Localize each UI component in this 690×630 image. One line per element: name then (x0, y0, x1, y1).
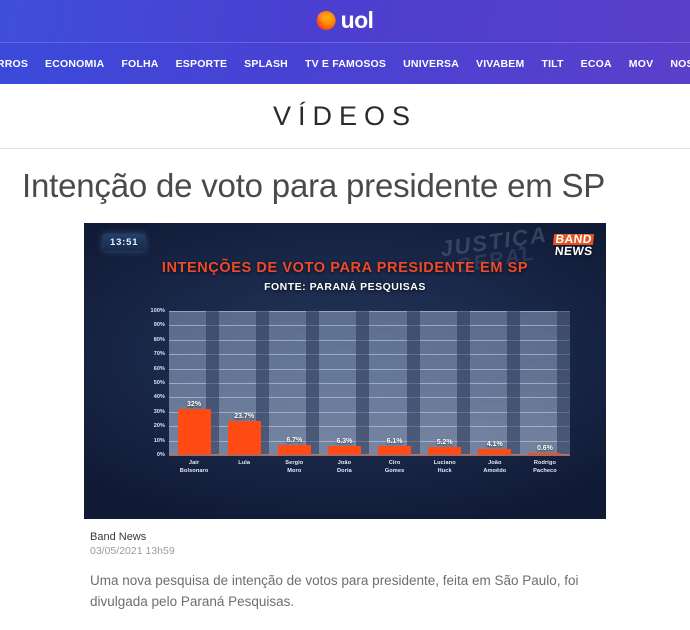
chart-bar-value-label: 0.6% (536, 445, 553, 453)
bandnews-logo-news: NEWS (553, 244, 594, 259)
chart-gridline (169, 368, 570, 370)
chart-bar-value-label: 6.1% (386, 438, 403, 446)
chart-x-label: Sergio Moro (285, 459, 304, 475)
chart-bar-slot: 32% (169, 311, 219, 455)
chart-y-tick: 10% (153, 437, 165, 444)
chart-bar-slot: 6.3% (319, 311, 369, 455)
chart-y-tick: 80% (153, 336, 165, 343)
site-header: uol (0, 0, 690, 42)
chart-y-tick: 30% (153, 408, 165, 415)
chart-column-band (256, 310, 270, 454)
chart-column-band (556, 310, 570, 454)
chart-bar-value-label: 6.3% (336, 437, 353, 445)
chart-column-band (506, 310, 520, 454)
chart-gridline (169, 411, 570, 413)
bandnews-logo: BAND NEWS (551, 231, 595, 259)
nav-item-esporte[interactable]: ESPORTE (175, 57, 228, 70)
caption-description: Uma nova pesquisa de intenção de votos p… (90, 572, 579, 609)
chart-y-axis: 0% 10% 20% 30% 40% 50% 60% 70% 80% 90% 100% (142, 307, 168, 458)
uol-circle-icon (316, 11, 336, 30)
nav-item-tilt[interactable]: TILT (541, 57, 564, 70)
chart-bar: 6.3% (327, 438, 361, 455)
chart-y-tick: 100% (150, 307, 165, 314)
chart-gridline (169, 325, 570, 327)
chart-gridline (169, 454, 570, 456)
chart-column-band (456, 310, 470, 454)
chart-y-tick: 70% (153, 351, 165, 358)
chart-bar-slot: 23.7% (219, 311, 269, 455)
chart-column-band (356, 310, 370, 454)
chart-gridline (169, 382, 570, 384)
chart-gridline (169, 310, 570, 312)
chart-bar: 23.7% (227, 413, 261, 455)
main-navigation: CARROS ECONOMIA FOLHA ESPORTE SPLASH TV … (0, 42, 690, 84)
chart-bar: 4.1% (478, 441, 512, 455)
chart-title: INTENÇÕES DE VOTO PARA PRESIDENTE EM SP (161, 259, 529, 276)
chart-y-tick: 0% (156, 451, 165, 458)
caption-source: Band News (90, 530, 147, 543)
chart-x-label: João Amoêdo (483, 459, 507, 475)
video-caption: Band News 03/05/2021 13h59 Uma nova pesq… (22, 519, 668, 613)
section-title: VÍDEOS (272, 100, 418, 131)
chart-bars: 32% 23.7% 6.7% 6.3% 6.1% 5.2% 4.1% 0.6% (169, 311, 570, 455)
nav-item-tv-e-famosos[interactable]: TV E FAMOSOS (304, 57, 387, 70)
nav-item-universa[interactable]: UNIVERSA (403, 57, 459, 70)
chart-bar-value-label: 32% (187, 400, 202, 408)
nav-item-nossa[interactable]: NOSSA (670, 57, 690, 70)
chart-x-label: Rodrigo Pacheco (533, 459, 557, 475)
chart-bar: 6.7% (277, 437, 311, 455)
chart-column-band (306, 310, 320, 454)
chart-bar-slot: 6.7% (269, 311, 319, 455)
uol-logo[interactable]: uol (316, 7, 374, 33)
chart-bar-value-label: 23.7% (234, 412, 255, 420)
chart-bar-slot: 4.1% (470, 311, 520, 455)
chart-x-label: Lula (238, 459, 251, 466)
chart-bar-value-label: 4.1% (486, 441, 503, 449)
chart-x-label: João Doria (337, 459, 352, 475)
video-thumbnail[interactable]: JUSTIÇA GERAL 13:51 BAND NEWS INTENÇÕES … (84, 222, 606, 519)
chart-y-tick: 40% (153, 394, 165, 401)
uol-wordmark: uol (340, 7, 374, 33)
nav-item-vivabem[interactable]: VIVABEM (475, 57, 525, 70)
section-header: VÍDEOS (0, 84, 690, 149)
nav-item-carros[interactable]: CARROS (0, 57, 29, 70)
nav-item-ecoa[interactable]: ECOA (580, 57, 612, 70)
nav-item-folha[interactable]: FOLHA (121, 57, 159, 70)
nav-item-mov[interactable]: MOV (628, 57, 654, 70)
chart-y-tick: 90% (153, 322, 165, 329)
chart-gridline (169, 440, 570, 442)
chart-bar: 32% (177, 401, 211, 455)
bar-chart: 0% 10% 20% 30% 40% 50% 60% 70% 80% 90% 100% 32% 23.… (142, 307, 570, 461)
chart-gridline (169, 426, 570, 428)
chart-gridline (169, 354, 570, 356)
broadcast-time-badge: 13:51 (103, 233, 146, 251)
chart-x-label: Ciro Gomes (384, 459, 405, 475)
chart-subtitle: FONTE: PARANÁ PESQUISAS (264, 280, 426, 293)
nav-item-economia[interactable]: ECONOMIA (45, 57, 105, 70)
chart-gridline (169, 339, 570, 341)
chart-bar-value-label: 5.2% (436, 439, 453, 447)
chart-bar-value-label: 6.7% (286, 437, 303, 445)
video-player[interactable]: JUSTIÇA GERAL 13:51 BAND NEWS INTENÇÕES … (84, 222, 606, 519)
chart-bar-slot: 5.2% (420, 311, 470, 455)
chart-bar: 0.6% (528, 445, 562, 455)
chart-y-tick: 60% (153, 365, 165, 372)
chart-x-label: Jair Bolsonaro (179, 459, 209, 475)
chart-bar: 5.2% (428, 439, 462, 455)
chart-column-band (406, 310, 420, 454)
chart-bar-slot: 6.1% (370, 311, 420, 455)
chart-y-tick: 20% (153, 423, 165, 430)
article-container: Intenção de voto para presidente em SP J… (0, 149, 690, 613)
chart-bar-slot: 0.6% (520, 311, 570, 455)
nav-item-splash[interactable]: SPLASH (244, 57, 288, 70)
page-title: Intenção de voto para presidente em SP (22, 167, 606, 204)
chart-bar: 6.1% (378, 438, 412, 455)
chart-x-label: Luciano Huck (433, 459, 456, 475)
chart-y-tick: 50% (153, 379, 165, 386)
chart-gridline (169, 397, 570, 399)
chart-x-axis-labels: Jair Bolsonaro Lula Sergio Moro João Doria Ciro… (169, 459, 570, 475)
caption-date: 03/05/2021 13h59 (90, 544, 175, 557)
